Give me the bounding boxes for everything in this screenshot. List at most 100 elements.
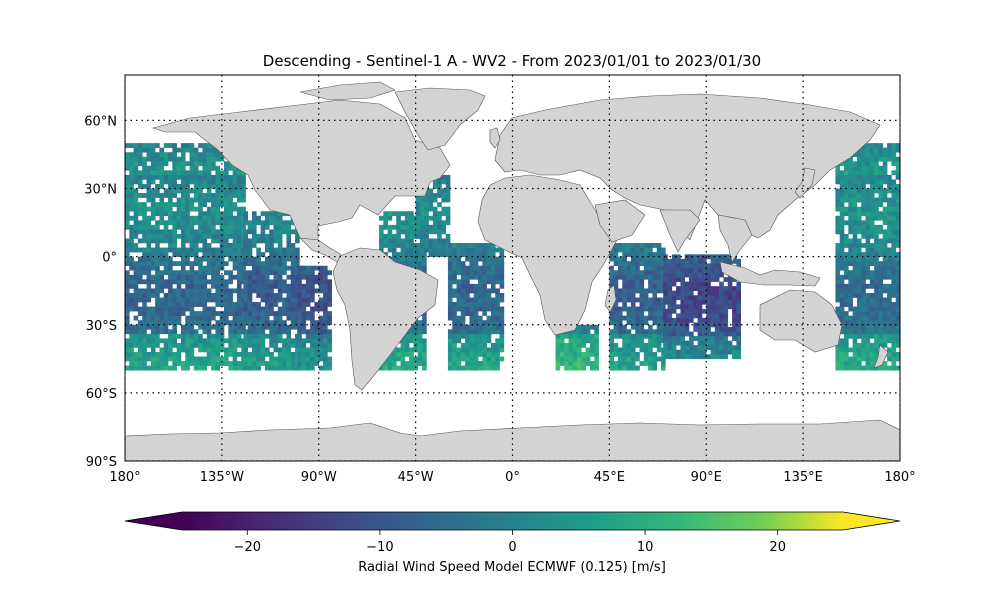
swath-cell [422,365,427,371]
swath-cell [215,288,221,294]
swath-cell [224,202,229,207]
swath-cell [499,338,505,344]
swath-cell [224,352,229,357]
swath-cell [839,356,845,362]
swath-cell [635,324,640,330]
swath-cell [630,247,636,253]
swath-cell [689,317,694,323]
swath-cell [236,233,242,239]
swath-cell [224,179,229,185]
swath-cell [198,302,203,307]
swath-cell [409,261,414,267]
swath-cell [310,274,315,280]
swath-cell [719,349,724,355]
swath-cell [185,170,190,176]
swath-cell [667,290,673,296]
swath-cell [630,347,636,353]
swath-cell [137,279,143,285]
swath-cell [486,247,492,253]
swath-cell [409,243,414,248]
swath-cell [622,315,627,321]
swath-cell [643,329,649,335]
swath-cell [848,315,853,321]
swath-cell [277,252,283,257]
swath-cell [564,352,569,357]
swath-cell [282,220,287,226]
swath-cell [159,288,165,294]
swath-cell [211,274,216,280]
swath-cell [861,315,866,321]
swath-cell [869,206,875,212]
swath-cell [478,279,483,285]
swath-cell [198,233,203,239]
swath-cell [314,288,320,294]
swath-cell [396,352,401,357]
swath-cell [656,256,662,262]
swath-cell [168,243,173,248]
swath-cell [848,329,853,335]
swath-cell [452,361,457,366]
swath-cell [193,170,199,176]
map-area[interactable] [125,75,900,461]
swath-cell [719,322,724,328]
swath-cell [159,174,165,180]
swath-cell [856,174,862,180]
swath-cell [856,324,862,330]
swath-cell [852,206,858,212]
swath-cell [243,338,249,344]
swath-cell [667,272,673,278]
swath-cell [176,297,182,303]
swath-cell [482,279,487,285]
swath-cell [643,315,649,321]
swath-cell [387,233,393,239]
swath-cell [882,302,888,307]
swath-cell [252,224,257,230]
swath-cell [323,342,328,348]
swath-cell [159,311,165,316]
swath-cell [189,315,195,321]
swath-cell [844,211,849,217]
swath-cell [869,256,875,262]
swath-cell [327,311,332,316]
swath-cell [260,311,266,316]
swath-cell [269,306,274,312]
swath-cell [269,243,274,248]
swath-cell [142,297,147,303]
swath-cell [297,320,302,326]
swath-cell [732,331,737,337]
swath-cell [835,247,841,253]
swath-cell [613,333,619,339]
swath-cell [215,247,221,253]
swath-cell [469,320,475,326]
swath-cell [243,243,249,248]
swath-cell [878,183,884,189]
swath-cell [706,317,711,323]
swath-cell [273,215,279,221]
swath-cell [680,263,686,269]
swath-cell [652,311,658,316]
swath-cell [290,229,296,235]
swath-cell [861,174,866,180]
swath-cell [856,283,862,289]
swath-cell [473,320,479,326]
swath-cell [456,306,462,312]
swath-cell [895,302,900,307]
swath-cell [137,270,143,276]
swath-cell [202,302,208,307]
swath-cell [256,311,261,316]
swath-cell [613,274,619,280]
swath-cell [555,365,561,371]
swath-cell [652,338,658,344]
swath-cell [865,165,871,171]
swath-cell [874,152,879,158]
swath-cell [383,233,388,239]
swath-cell [499,347,505,353]
swath-cell [176,292,182,298]
swath-cell [482,270,487,276]
swath-cell [473,365,479,371]
swath-cell [848,261,853,267]
swath-cell [684,290,690,296]
swath-cell [878,261,884,267]
swath-cell [396,256,401,262]
swath-cell [626,252,632,257]
